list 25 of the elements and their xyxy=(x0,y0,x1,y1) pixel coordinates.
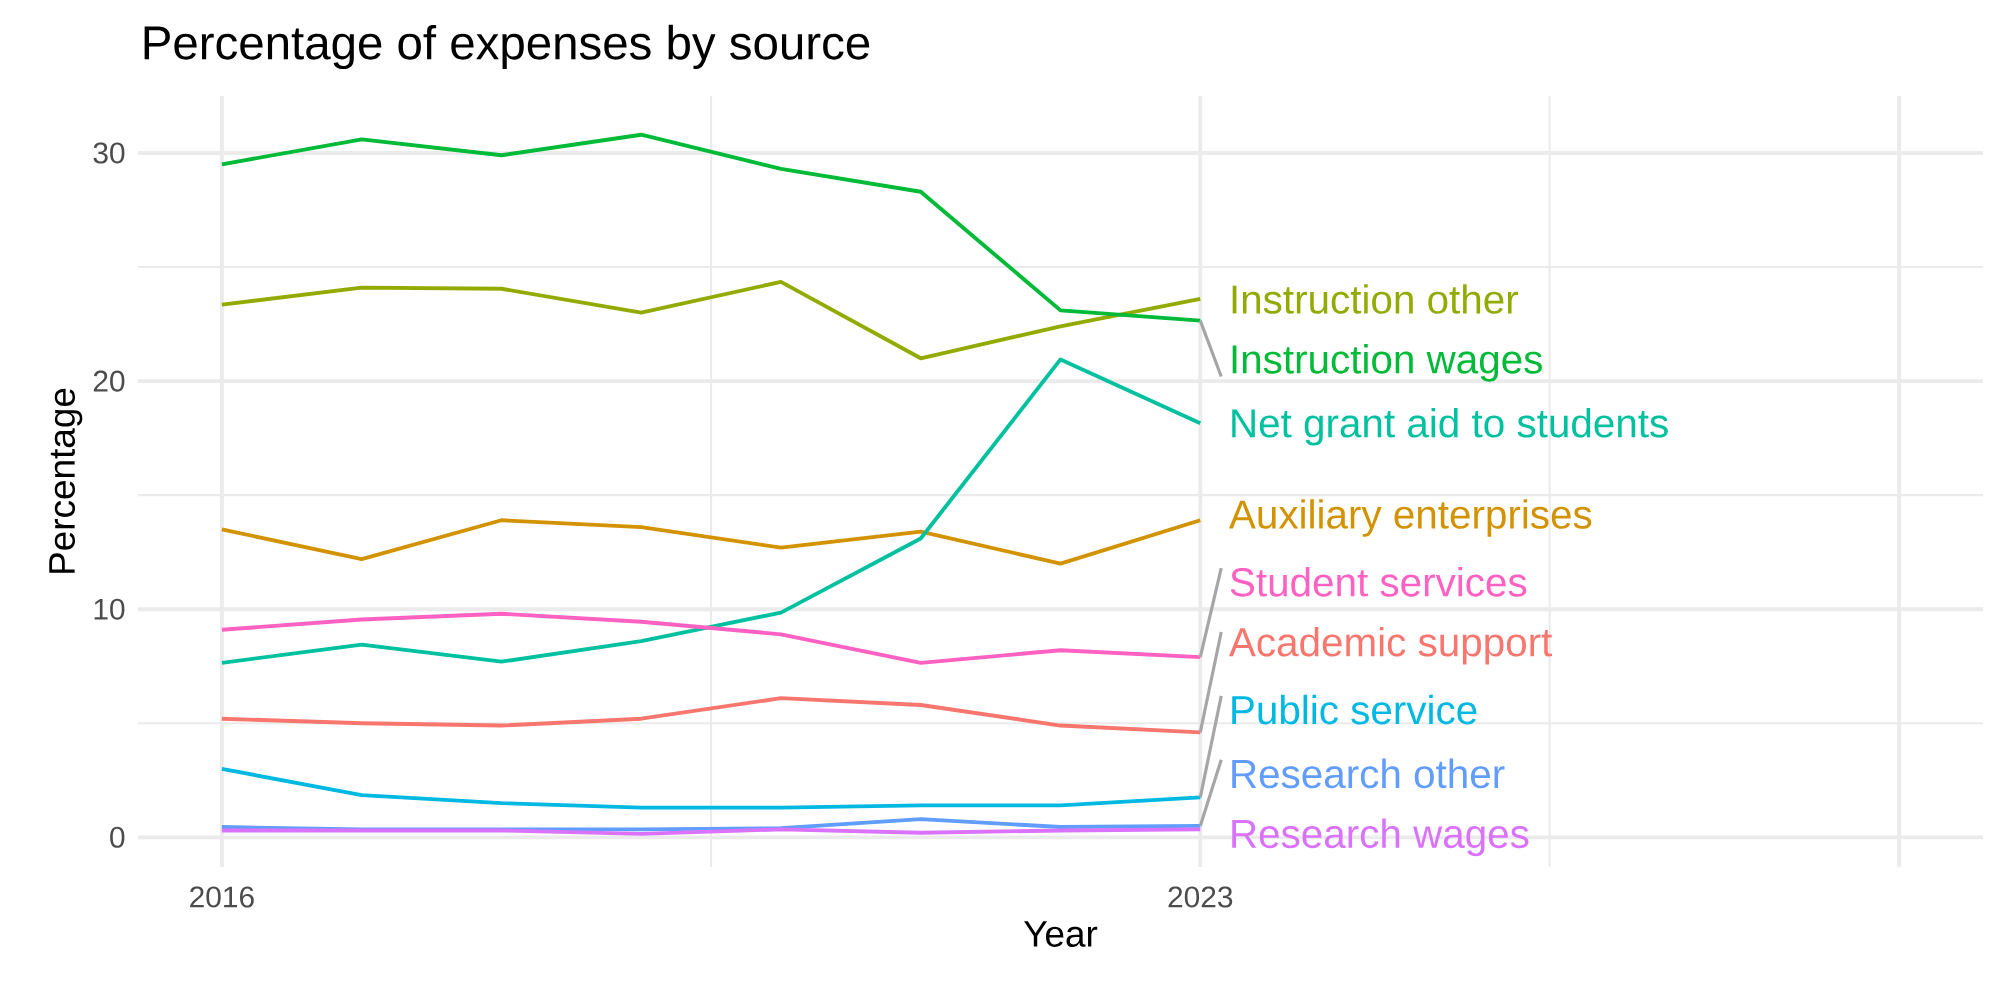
series-label: Net grant aid to students xyxy=(1232,407,1668,446)
y-tick-label: 20 xyxy=(93,370,125,392)
x-tick-label: 2016 xyxy=(190,886,254,908)
line-series xyxy=(219,766,1203,810)
line-series xyxy=(219,611,1203,665)
line-series xyxy=(219,279,1203,361)
series-label: Instruction other xyxy=(1232,284,1519,314)
chart-title: Percentage of expenses by source xyxy=(144,24,870,70)
series-label: Public service xyxy=(1232,694,1477,725)
series-label: Academic support xyxy=(1228,626,1553,665)
series-label: Research wages xyxy=(1232,818,1529,857)
y-tick-label: 0 xyxy=(110,826,125,848)
series-label: Auxiliary enterprises xyxy=(1228,499,1592,537)
line-series xyxy=(219,518,1203,566)
line-series xyxy=(219,696,1203,735)
x-axis-title: Year xyxy=(1024,921,1098,947)
y-tick-label: 10 xyxy=(94,598,125,620)
series-label: Instruction wages xyxy=(1232,344,1542,382)
series-label: Student services xyxy=(1230,567,1527,597)
y-axis-title: Percentage xyxy=(49,388,83,573)
line-series xyxy=(219,357,1203,665)
x-tick-label: 2023 xyxy=(1168,886,1233,908)
y-tick-label: 30 xyxy=(93,142,125,164)
series-label: Research other xyxy=(1232,758,1505,789)
line-series xyxy=(219,132,1203,323)
